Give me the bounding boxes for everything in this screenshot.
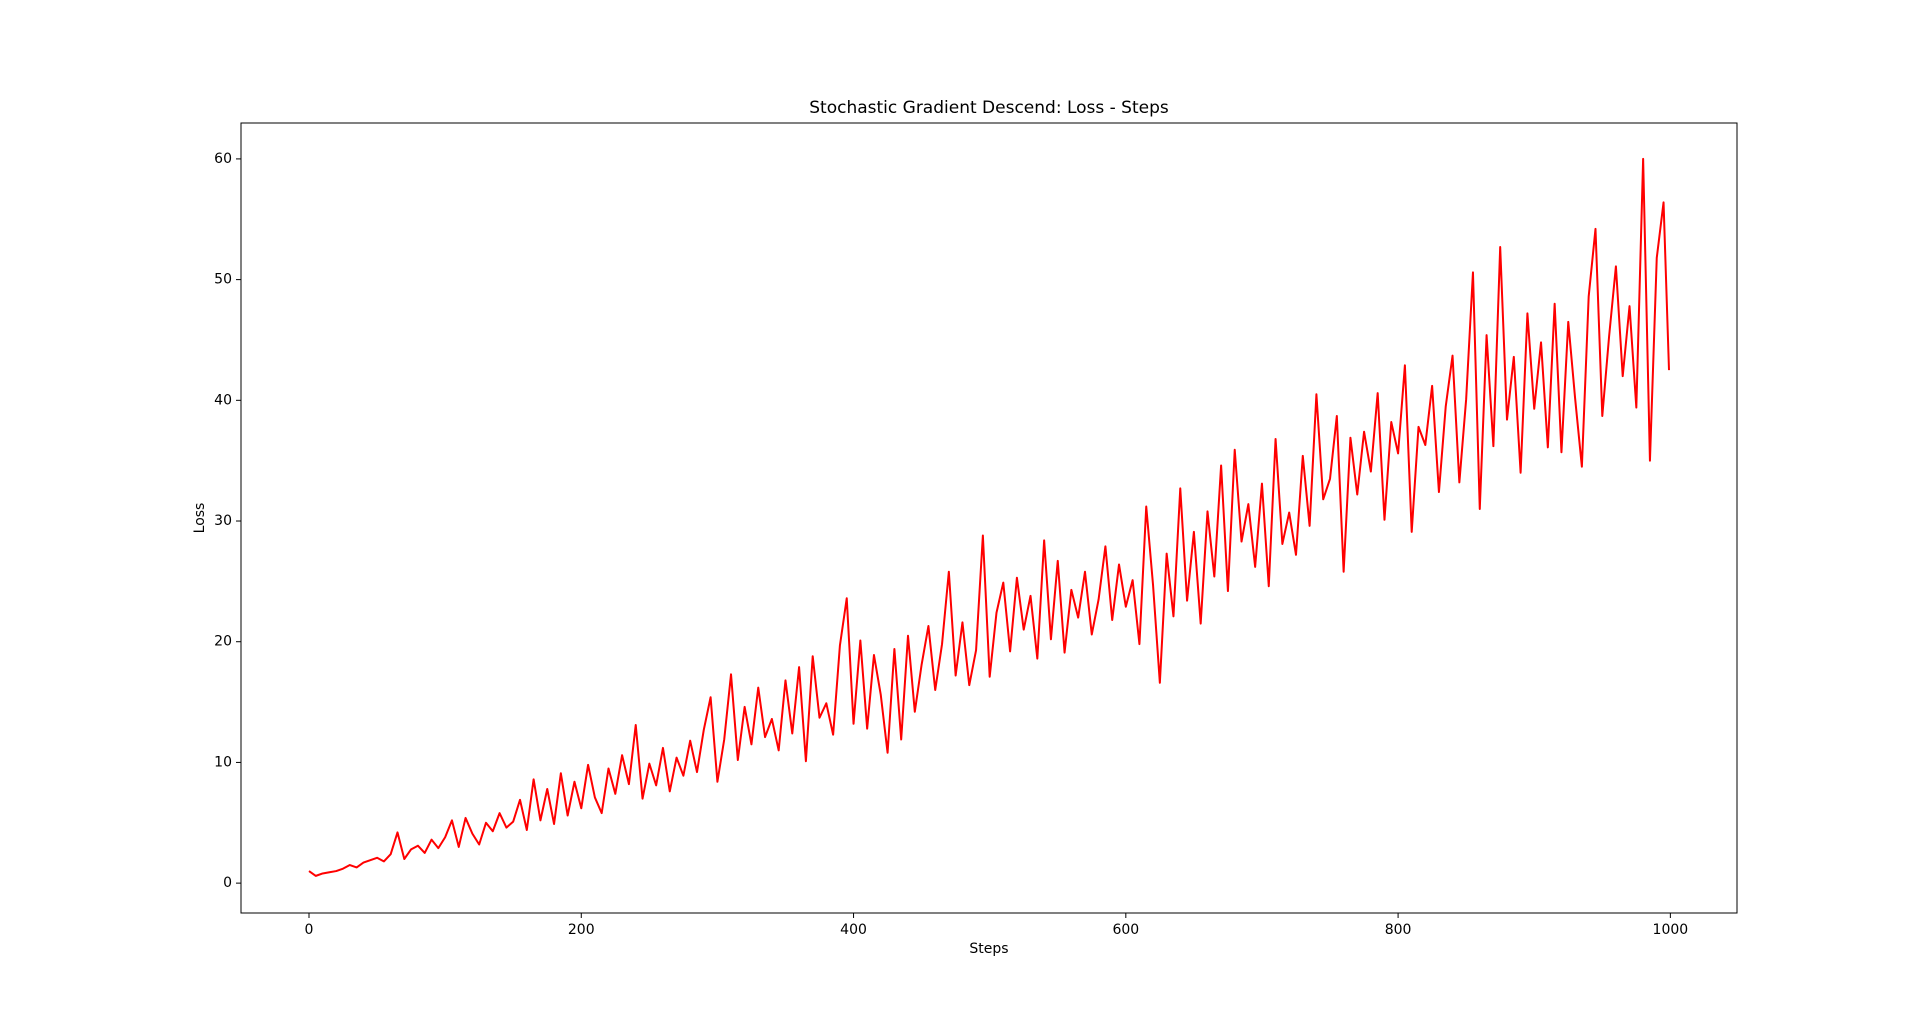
x-tick-label: 600 [1112, 922, 1139, 938]
x-tick-label: 200 [568, 922, 595, 938]
plot-frame [240, 122, 1738, 914]
x-tick-label: 400 [840, 922, 867, 938]
y-tick-label: 40 [214, 392, 232, 408]
x-tick-label: 0 [305, 922, 314, 938]
y-axis-label: Loss [192, 503, 208, 534]
x-axis-label: Steps [969, 941, 1008, 957]
y-tick-label: 30 [214, 513, 232, 529]
y-tick-label: 0 [223, 875, 232, 891]
loss-line [308, 157, 1670, 877]
x-tick-label: 1000 [1653, 922, 1689, 938]
y-tick-label: 20 [214, 634, 232, 650]
x-tick-label: 800 [1385, 922, 1412, 938]
y-tick-label: 50 [214, 272, 232, 288]
y-tick-label: 10 [214, 754, 232, 770]
chart-title: Stochastic Gradient Descend: Loss - Step… [809, 98, 1169, 118]
y-tick-label: 60 [214, 151, 232, 167]
